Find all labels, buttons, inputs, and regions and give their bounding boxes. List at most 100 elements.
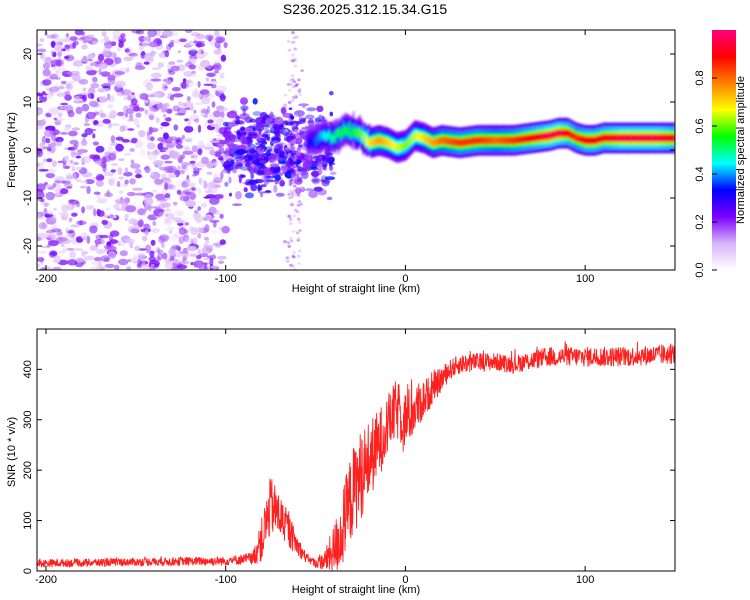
colorbar-tick-label: 0.0: [694, 262, 706, 277]
spectrogram-ridge-cell: [365, 134, 368, 143]
spectrogram-noise-blob: [286, 241, 291, 245]
spectrogram-noise-blob: [61, 204, 69, 212]
spectrogram-noise-blob: [173, 124, 179, 131]
spectrogram-ridge-cell: [464, 138, 466, 146]
spectrogram-noise-blob: [143, 99, 149, 104]
spectrogram-ridge-cell: [322, 131, 325, 140]
spectrogram-noise-blob: [143, 61, 150, 65]
spectrogram-noise-blob: [67, 233, 72, 238]
spectrogram-noise-blob: [304, 166, 312, 172]
spectrogram-ridge-cell: [416, 132, 418, 140]
spectrogram-noise-blob: [103, 245, 112, 249]
spectrogram-noise-blob: [138, 248, 148, 251]
spectrogram-noise-blob: [97, 210, 105, 217]
spectrogram-ridge-cell: [310, 139, 313, 148]
spectrogram-noise-blob: [143, 223, 150, 228]
spectrogram-noise-blob: [291, 229, 296, 233]
spectrogram-ridge-cell: [379, 136, 382, 145]
spectrogram-noise-blob: [270, 155, 279, 158]
spectrogram-ridge-cell: [313, 133, 315, 148]
spectrogram-ridge-cell: [582, 135, 584, 144]
spectrogram-ridge-cell: [514, 136, 516, 145]
spectrogram-noise-blob: [40, 245, 50, 249]
spectrogram-noise-blob: [66, 248, 75, 251]
spectrogram-noise-blob: [273, 141, 285, 146]
spectrogram-noise-blob: [78, 78, 89, 85]
spectrogram-noise-blob: [135, 30, 145, 35]
spectrogram-noise-blob: [150, 92, 160, 98]
spectrogram-noise-blob: [168, 173, 177, 178]
spectrogram-noise-blob: [152, 220, 157, 227]
spectrogram-ridge-cell: [382, 137, 384, 146]
spectrogram-noise-blob: [209, 140, 220, 144]
spectrogram-noise-blob: [133, 105, 141, 112]
spectrogram-ridge-cell: [636, 134, 638, 142]
spectrogram-noise-blob: [295, 187, 300, 191]
spectrogram-noise-blob: [157, 252, 164, 261]
spectrogram-noise-blob: [164, 226, 175, 231]
spectrogram-ridge-cell: [641, 134, 644, 142]
spectrogram-ridge-cell: [509, 136, 511, 145]
spectrogram-ridge-cell: [626, 134, 629, 142]
spectrogram-ridge-cell: [580, 135, 582, 143]
spectrogram-noise-blob: [285, 256, 290, 260]
spectrogram-noise-blob: [236, 131, 242, 140]
spectrogram-noise-blob: [75, 152, 83, 156]
spectrogram-noise-blob: [297, 249, 302, 253]
spectrogram-noise-blob: [224, 181, 229, 187]
spectrogram-ridge-cell: [608, 134, 610, 142]
spectrogram-ridge-cell: [482, 136, 484, 145]
spectrogram-ridge-cell: [360, 130, 362, 139]
spectrogram-noise-blob: [42, 79, 52, 86]
spectrogram-noise-blob: [102, 164, 107, 173]
spectrogram-ridge-cell: [369, 139, 371, 148]
spectrogram-noise-blob: [38, 192, 45, 198]
spectrogram-noise-blob: [50, 50, 54, 56]
spectrogram-ridge-cell: [337, 128, 340, 137]
spectrogram-noise-blob: [296, 193, 301, 197]
spectrogram-noise-blob: [265, 130, 273, 134]
spectrogram-noise-blob: [51, 160, 57, 168]
spectrogram-ridge-cell: [651, 134, 653, 142]
spectrogram-ridge-cell: [328, 129, 330, 138]
spectrogram-noise-blob: [203, 196, 212, 199]
spectrogram-noise-blob: [200, 89, 211, 98]
spectrogram-noise-blob: [250, 118, 256, 123]
spectrogram-noise-blob: [174, 232, 180, 239]
spectrogram-noise-blob: [91, 222, 98, 226]
spectrogram-noise-blob: [96, 198, 108, 204]
spectrogram-noise-blob: [53, 37, 65, 44]
spectrogram-ridge-cell: [502, 136, 505, 145]
spectrogram-noise-blob: [205, 161, 214, 170]
spectrogram-ridge-cell: [540, 132, 542, 141]
spectrogram-noise-blob: [293, 47, 298, 51]
spectrogram-noise-blob: [172, 93, 184, 98]
spectrogram-noise-blob: [258, 191, 266, 194]
spectrogram-ridge-cell: [565, 129, 567, 138]
spectrogram-noise-blob: [289, 264, 294, 267]
spectrogram-noise-blob: [101, 156, 107, 164]
spectrogram-ridge-cell: [536, 133, 538, 142]
spectrogram-noise-blob: [266, 175, 276, 179]
spectrogram-noise-blob: [53, 139, 61, 142]
spectrogram-noise-blob: [311, 177, 321, 185]
spectrogram-noise-blob: [291, 177, 295, 180]
spectrogram-noise-blob: [125, 238, 135, 244]
spectrogram-noise-blob: [304, 156, 309, 164]
spectrogram-noise-blob: [164, 117, 172, 122]
spectrogram-ridge-cell: [436, 138, 438, 146]
spectrogram-ridge-cell: [432, 138, 434, 147]
spectrogram-noise-blob: [288, 182, 293, 187]
spectrogram-noise-blob: [189, 160, 196, 164]
spectrogram-ridge-cell: [452, 138, 454, 146]
spectrogram-noise-blob: [149, 103, 153, 111]
spectrogram-ridge-cell: [653, 134, 656, 142]
spectrogram-ridge-cell: [492, 136, 494, 145]
spectrogram-noise-blob: [41, 222, 49, 230]
spectrogram-noise-blob: [133, 118, 140, 126]
spectrogram-ridge-cell: [481, 136, 483, 145]
spectrogram-noise-blob: [57, 249, 67, 254]
spectrogram-noise-blob: [86, 235, 91, 244]
spectrogram-ridge-cell: [364, 139, 367, 147]
spectrogram-noise-blob: [185, 179, 190, 185]
